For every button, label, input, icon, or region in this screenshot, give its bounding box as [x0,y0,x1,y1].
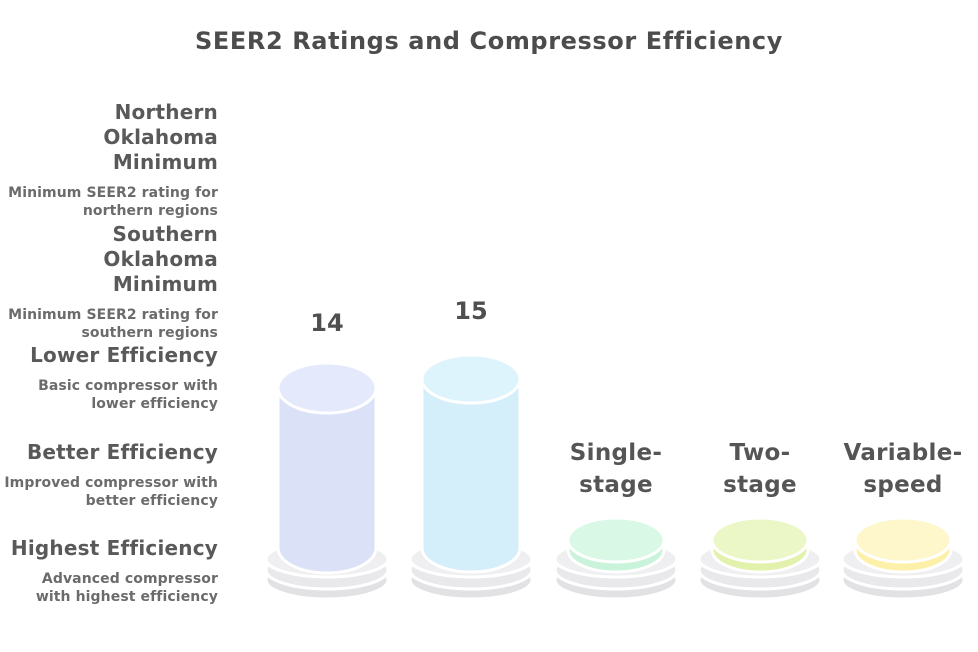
entry-description: Advanced compressor with highest efficie… [35,571,218,605]
entry-description: Minimum SEER2 rating for northern region… [8,185,218,219]
legend-entry-better-efficiency: Better Efficiency Improved compressor wi… [4,440,218,510]
legend-entry-highest-efficiency: Highest Efficiency Advanced compressor w… [4,536,218,606]
entry-title: Highest Efficiency [10,536,218,560]
legend-entry-southern-minimum: Southern Oklahoma Minimum Minimum SEER2 … [4,222,218,342]
bar-value-label-northern: 14 [310,309,344,337]
chart-title: SEER2 Ratings and Compressor Efficiency [195,27,783,55]
cylinder-label-line: Single- [569,440,663,466]
entry-title: Better Efficiency [26,440,218,464]
bar-value-label-southern: 15 [454,297,488,325]
cylinder-single-stage [566,516,666,574]
entry-description: Basic compressor with lower efficiency [38,378,218,412]
entry-description: Minimum SEER2 rating for southern region… [8,307,218,341]
bar-northern-minimum [276,361,378,575]
cylinder-label-line: stage [579,472,653,498]
legend-entry-lower-efficiency: Lower Efficiency Basic compressor with l… [4,343,218,413]
cylinder-label-line: stage [723,472,797,498]
cylinder-two-stage [710,516,810,574]
cylinder-label-single-stage: Single- stage [531,437,701,501]
cylinder-label-line: speed [863,472,943,498]
bar-southern-minimum [420,353,522,574]
entry-description: Improved compressor with better efficien… [4,475,218,509]
cylinder-label-line: Two- [729,440,791,466]
cylinder-variable-speed [853,516,953,574]
cylinder-label-two-stage: Two- stage [675,437,845,501]
entry-title: Southern Oklahoma Minimum [103,222,218,296]
cylinder-label-line: Variable- [843,440,963,466]
cylinder-label-variable-speed: Variable- speed [818,437,978,501]
entry-title: Lower Efficiency [30,343,218,367]
entry-title: Northern Oklahoma Minimum [103,100,218,174]
legend-entry-northern-minimum: Northern Oklahoma Minimum Minimum SEER2 … [4,100,218,220]
